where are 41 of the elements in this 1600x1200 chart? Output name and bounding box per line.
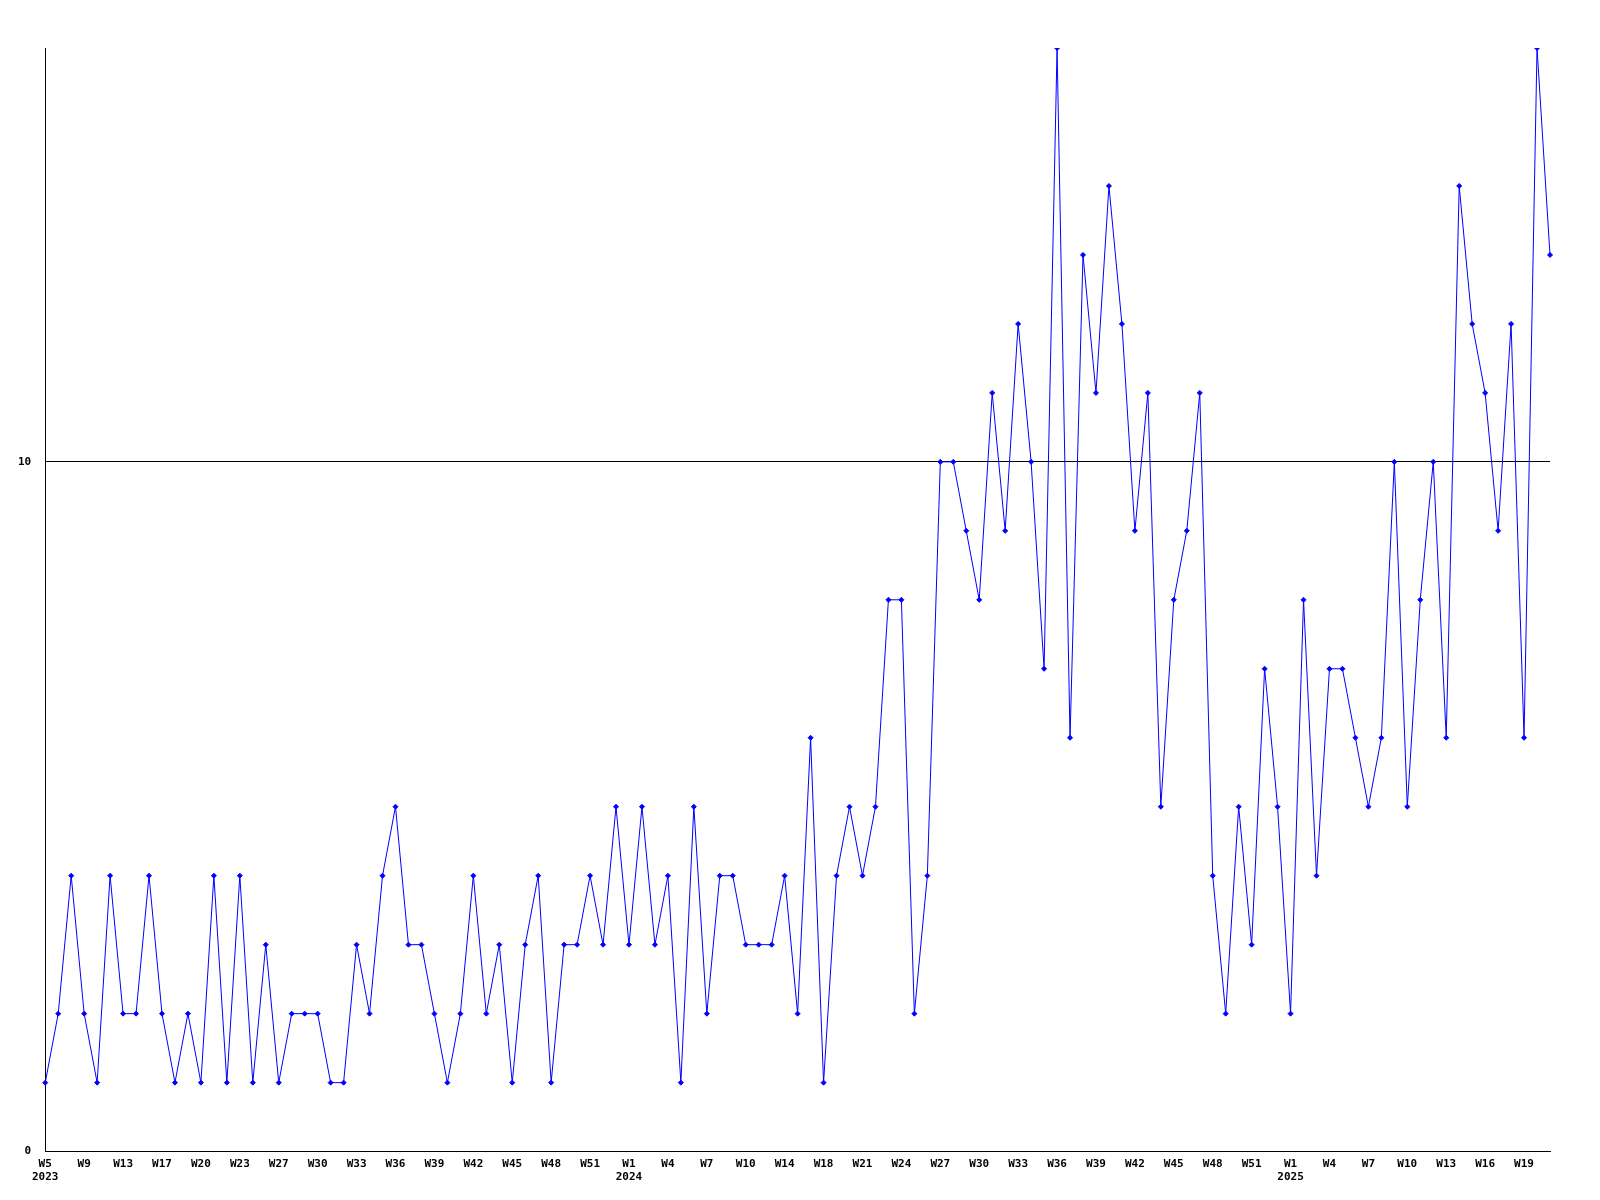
x-tick-label: W17 [152,1157,172,1171]
x-tick-label: W1 2024 [615,1157,643,1184]
x-tick-label: W33 [346,1157,367,1171]
x-tick-label: W5 2023 [32,1157,59,1184]
x-tick-label: W24 [891,1157,912,1171]
x-tick-label: W45 [502,1157,523,1171]
x-tick-label: W23 [229,1157,250,1171]
x-tick-label: W10 [735,1157,756,1171]
x-tick-label: W30 [969,1157,990,1171]
x-tick-label: W20 [190,1157,211,1171]
x-tick-label: W19 [1514,1157,1534,1171]
x-tick-label: W27 [268,1157,289,1171]
x-tick-label: W18 [813,1157,834,1171]
x-tick-label: W45 [1163,1157,1184,1171]
x-tick-label: W13 [1436,1157,1457,1171]
x-tick-label: W7 [1361,1157,1376,1171]
x-tick-label: W27 [930,1157,951,1171]
y-tick-label: 0 [24,1144,32,1158]
x-tick-label: W30 [307,1157,328,1171]
x-tick-label: W14 [774,1157,795,1171]
y-tick-label: 10 [18,454,32,468]
x-tick-label: W48 [1202,1157,1223,1171]
x-tick-label: W7 [700,1157,714,1171]
x-tick-label: W9 [77,1157,91,1171]
x-tick-label: W39 [424,1157,445,1171]
x-tick-label: W10 [1397,1157,1418,1171]
x-tick-label: W4 [1322,1157,1337,1171]
x-tick-label: W13 [113,1157,134,1171]
x-tick-label: W4 [661,1157,675,1171]
x-tick-label: W16 [1475,1157,1496,1171]
x-tick-label: W42 [463,1157,484,1171]
x-tick-label: W1 2025 [1277,1157,1304,1184]
x-tick-label: W51 [580,1157,601,1171]
x-tick-label: W51 [1241,1157,1262,1171]
x-tick-label: W33 [1008,1157,1029,1171]
x-tick-label: W39 [1086,1157,1106,1171]
x-tick-label: W48 [541,1157,562,1171]
x-tick-label: W36 [385,1157,406,1171]
x-tick-label: W36 [1047,1157,1068,1171]
x-tick-label: W42 [1124,1157,1145,1171]
x-tick-label: W21 [852,1157,873,1171]
